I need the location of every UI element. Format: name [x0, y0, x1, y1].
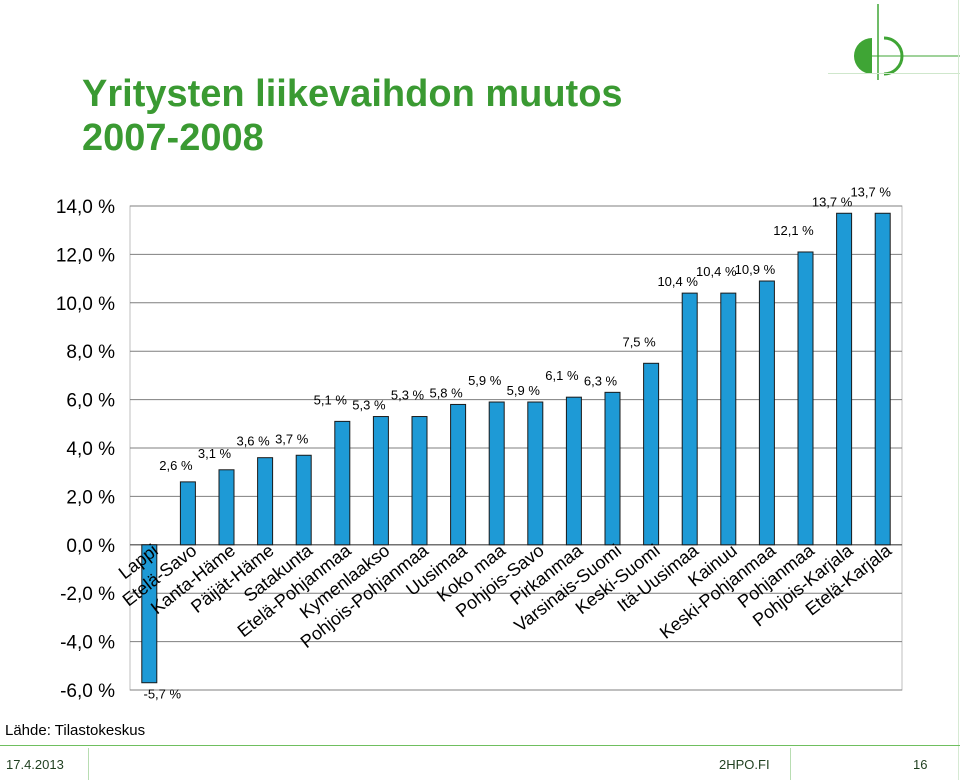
- y-tick-label: 2,0 %: [66, 487, 115, 508]
- value-label: 6,3 %: [584, 373, 618, 388]
- bar-pohjois-savo: [527, 401, 544, 546]
- bar-etel-karjala: [874, 212, 891, 546]
- value-label: 5,3 %: [352, 398, 386, 413]
- bar-etel-savo: [179, 481, 196, 546]
- page-title: Yritysten liikevaihdon muutos 2007-2008: [82, 72, 782, 160]
- title-line-1: Yritysten liikevaihdon muutos: [82, 73, 623, 115]
- source-note: Lähde: Tilastokeskus: [5, 722, 146, 739]
- bar-lappi: [141, 544, 158, 684]
- y-tick-label: -4,0 %: [60, 633, 115, 654]
- title-line-2: 2007-2008: [82, 117, 264, 159]
- bar-pohjois-pohjanmaa: [411, 416, 428, 546]
- y-tick-label: 6,0 %: [66, 391, 115, 412]
- footer-divider: [0, 745, 960, 746]
- value-label: 10,9 %: [735, 262, 776, 277]
- bar-uusimaa: [450, 403, 467, 546]
- right-border-line: [958, 0, 959, 780]
- y-tick-label: 0,0 %: [66, 536, 115, 557]
- chart-bars: [141, 212, 891, 684]
- value-label: 13,7 %: [812, 194, 853, 209]
- footer-separator: [88, 748, 89, 780]
- y-tick-label: 8,0 %: [66, 342, 115, 363]
- value-label: 3,6 %: [236, 434, 270, 449]
- bar-kainuu: [720, 292, 737, 546]
- bar-keski-pohjanmaa: [758, 280, 775, 546]
- bar-pirkanmaa: [565, 396, 582, 546]
- value-label: 7,5 %: [622, 334, 656, 349]
- value-label: 12,1 %: [773, 223, 814, 238]
- y-tick-label: 10,0 %: [56, 294, 115, 315]
- value-label: 5,1 %: [314, 392, 348, 407]
- value-label: 5,9 %: [507, 383, 541, 398]
- logo-divider: [828, 73, 960, 74]
- value-label: 2,6 %: [159, 458, 193, 473]
- value-label: -5,7 %: [144, 687, 182, 702]
- y-tick-label: -2,0 %: [60, 584, 115, 605]
- bar-chart: 14,0 % 12,0 % 10,0 % 8,0 % 6,0 % 4,0 % 2,0 % 0,…: [56, 184, 903, 702]
- footer-date: 17.4.2013: [6, 757, 64, 772]
- half-circle-logo-icon: [853, 4, 960, 80]
- bar-p-ij-t-h-me: [257, 457, 274, 546]
- value-label: 3,7 %: [275, 431, 309, 446]
- value-label: 5,3 %: [391, 388, 425, 403]
- bar-keski-suomi: [643, 362, 660, 546]
- y-tick-label: -6,0 %: [60, 681, 115, 702]
- value-label: 3,1 %: [198, 446, 232, 461]
- value-label: 5,9 %: [468, 373, 502, 388]
- value-label: 13,7 %: [850, 184, 891, 199]
- bar-satakunta: [295, 454, 312, 546]
- bar-koko-maa: [488, 401, 505, 546]
- bar-pohjois-karjala: [836, 212, 853, 546]
- bar-varsinais-suomi: [604, 391, 621, 546]
- bar-kanta-h-me: [218, 469, 235, 546]
- value-label: 5,8 %: [429, 385, 463, 400]
- chart-labels: 14,0 % 12,0 % 10,0 % 8,0 % 6,0 % 4,0 % 2,0 % 0,…: [56, 184, 896, 702]
- footer-separator: [790, 748, 791, 780]
- bar-kymenlaakso: [372, 416, 389, 546]
- value-label: 10,4 %: [657, 274, 698, 289]
- footer-site: 2HPO.FI: [719, 757, 770, 772]
- y-tick-label: 14,0 %: [56, 197, 115, 218]
- bar-pohjanmaa: [797, 251, 814, 546]
- y-tick-label: 4,0 %: [66, 439, 115, 460]
- bar-etel-pohjanmaa: [334, 420, 351, 546]
- bar-it-uusimaa: [681, 292, 698, 546]
- value-label: 10,4 %: [696, 264, 737, 279]
- footer-page-number: 16: [913, 757, 928, 772]
- y-tick-label: 12,0 %: [56, 245, 115, 266]
- value-label: 6,1 %: [545, 368, 579, 383]
